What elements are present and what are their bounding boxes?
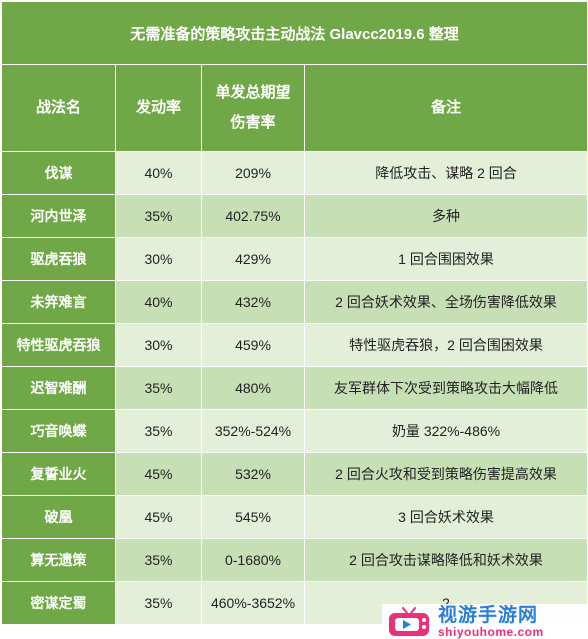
table-row: 伐谋 40% 209% 降低攻击、谋略 2 回合 bbox=[1, 151, 588, 195]
cell-damage: 0-1680% bbox=[201, 538, 305, 582]
cell-damage: 532% bbox=[201, 452, 305, 496]
cell-name: 密谋定蜀 bbox=[1, 581, 116, 625]
table-row: 算无遗策 35% 0-1680% 2 回合攻击谋略降低和妖术效果 bbox=[1, 538, 588, 582]
table-row: 未笄难言 40% 432% 2 回合妖术效果、全场伤害降低效果 bbox=[1, 280, 588, 324]
cell-note: 2 回合妖术效果、全场伤害降低效果 bbox=[303, 280, 588, 324]
header-rate: 发动率 bbox=[115, 64, 202, 152]
cell-note: 1 回合围困效果 bbox=[303, 237, 588, 281]
cell-damage: 209% bbox=[201, 151, 305, 195]
table-row: 巧音唤蝶 35% 352%-524% 奶量 322%-486% bbox=[1, 409, 588, 453]
cell-rate: 35% bbox=[115, 366, 202, 410]
cell-damage: 545% bbox=[201, 495, 305, 539]
watermark-text: 视游手游网 shiyouhome.com bbox=[438, 603, 544, 639]
strategy-table: 无需准备的策略攻击主动战法 Glavcc2019.6 整理 战法名 发动率 单发… bbox=[0, 1, 588, 625]
cell-rate: 35% bbox=[115, 194, 202, 238]
table-row: 破凰 45% 545% 3 回合妖术效果 bbox=[1, 495, 588, 539]
cell-name: 迟智难酬 bbox=[1, 366, 116, 410]
header-name: 战法名 bbox=[1, 64, 116, 152]
cell-name: 河内世泽 bbox=[1, 194, 116, 238]
cell-damage: 402.75% bbox=[201, 194, 305, 238]
cell-rate: 30% bbox=[115, 237, 202, 281]
watermark: 视游手游网 shiyouhome.com bbox=[382, 604, 588, 639]
cell-name: 巧音唤蝶 bbox=[1, 409, 116, 453]
tv-icon bbox=[386, 606, 432, 638]
cell-rate: 35% bbox=[115, 538, 202, 582]
cell-name: 驱虎吞狼 bbox=[1, 237, 116, 281]
watermark-en: shiyouhome.com bbox=[438, 624, 544, 639]
table-row: 特性驱虎吞狼 30% 459% 特性驱虎吞狼，2 回合围困效果 bbox=[1, 323, 588, 367]
cell-rate: 45% bbox=[115, 495, 202, 539]
header-damage-line2: 伤害率 bbox=[230, 114, 276, 131]
cell-note: 2 回合火攻和受到策略伤害提高效果 bbox=[303, 452, 588, 496]
cell-name: 特性驱虎吞狼 bbox=[1, 323, 116, 367]
cell-note: 多种 bbox=[303, 194, 588, 238]
cell-name: 算无遗策 bbox=[1, 538, 116, 582]
cell-damage: 432% bbox=[201, 280, 305, 324]
cell-name: 复誓业火 bbox=[1, 452, 116, 496]
cell-rate: 35% bbox=[115, 581, 202, 625]
cell-name: 伐谋 bbox=[1, 151, 116, 195]
cell-damage: 352%-524% bbox=[201, 409, 305, 453]
table-row: 驱虎吞狼 30% 429% 1 回合围困效果 bbox=[1, 237, 588, 281]
table-row: 复誓业火 45% 532% 2 回合火攻和受到策略伤害提高效果 bbox=[1, 452, 588, 496]
header-damage: 单发总期望 伤害率 bbox=[201, 64, 305, 152]
cell-damage: 460%-3652% bbox=[201, 581, 305, 625]
cell-note: 奶量 322%-486% bbox=[303, 409, 588, 453]
header-note: 备注 bbox=[303, 64, 588, 152]
cell-note: 3 回合妖术效果 bbox=[303, 495, 588, 539]
cell-note: 2 回合攻击谋略降低和妖术效果 bbox=[303, 538, 588, 582]
cell-note: 特性驱虎吞狼，2 回合围困效果 bbox=[303, 323, 588, 367]
cell-damage: 459% bbox=[201, 323, 305, 367]
cell-rate: 35% bbox=[115, 409, 202, 453]
cell-rate: 45% bbox=[115, 452, 202, 496]
cell-rate: 40% bbox=[115, 280, 202, 324]
cell-name: 未笄难言 bbox=[1, 280, 116, 324]
watermark-cn: 视游手游网 bbox=[438, 603, 539, 626]
cell-damage: 429% bbox=[201, 237, 305, 281]
cell-rate: 40% bbox=[115, 151, 202, 195]
cell-note: 友军群体下次受到策略攻击大幅降低 bbox=[303, 366, 588, 410]
table-row: 河内世泽 35% 402.75% 多种 bbox=[1, 194, 588, 238]
cell-name: 破凰 bbox=[1, 495, 116, 539]
cell-damage: 480% bbox=[201, 366, 305, 410]
cell-note: 降低攻击、谋略 2 回合 bbox=[303, 151, 588, 195]
header-damage-line1: 单发总期望 bbox=[215, 84, 291, 101]
table-row: 迟智难酬 35% 480% 友军群体下次受到策略攻击大幅降低 bbox=[1, 366, 588, 410]
table-title: 无需准备的策略攻击主动战法 Glavcc2019.6 整理 bbox=[0, 1, 588, 65]
cell-rate: 30% bbox=[115, 323, 202, 367]
